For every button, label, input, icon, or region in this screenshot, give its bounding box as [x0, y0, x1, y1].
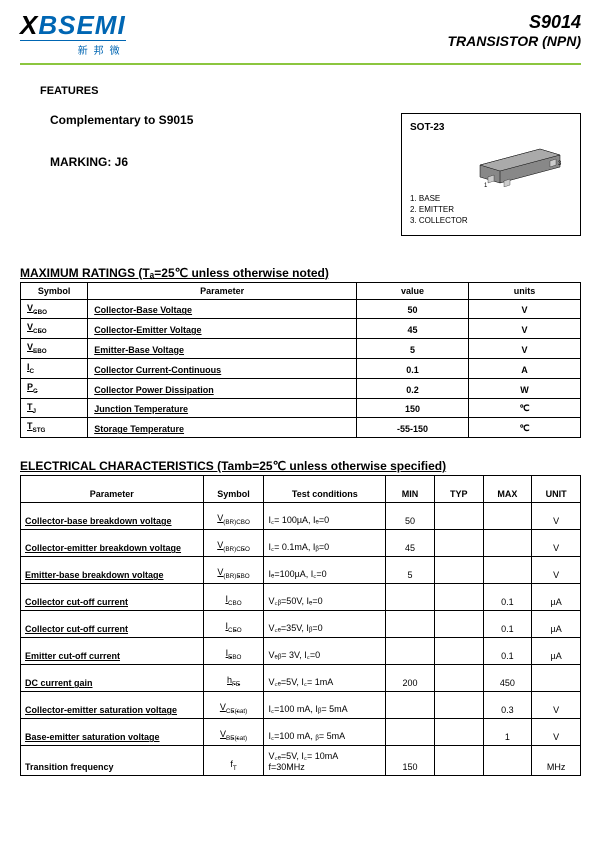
- package-icon: 1 2 3: [410, 137, 570, 187]
- table-row: PCCollector Power Dissipation0.2W: [21, 378, 581, 398]
- complementary-text: Complementary to S9015: [50, 113, 193, 127]
- ec-col-symbol: Symbol: [203, 476, 264, 503]
- package-label: SOT-23: [410, 122, 572, 133]
- table-row: TSTGStorage Temperature-55-150℃: [21, 418, 581, 438]
- pin2-label: 2. EMITTER: [410, 204, 572, 215]
- part-number: S9014: [447, 12, 581, 33]
- table-row: VEBOEmitter-Base Voltage5V: [21, 339, 581, 359]
- page-header: XBSEMI 新邦微 S9014 TRANSISTOR (NPN): [20, 12, 581, 63]
- table-row: ICCollector Current-Continuous0.1A: [21, 358, 581, 378]
- pin3-label: 3. COLLECTOR: [410, 215, 572, 226]
- header-divider: [20, 63, 581, 65]
- package-box: SOT-23 1 2 3 1. BASE 2. EMITTER 3. COLLE…: [401, 113, 581, 236]
- logo: XBSEMI 新邦微: [20, 12, 126, 57]
- ec-col-typ: TYP: [434, 476, 483, 503]
- table-row: Collector-base breakdown voltageV(BR)CBO…: [21, 503, 581, 530]
- title-block: S9014 TRANSISTOR (NPN): [447, 12, 581, 49]
- table-row: Emitter cut-off currentIEBOVₑᵦ= 3V, I꜀=0…: [21, 638, 581, 665]
- table-row: VCBOCollector-Base Voltage50V: [21, 299, 581, 319]
- features-label: FEATURES: [40, 85, 581, 97]
- table-row: Collector-emitter breakdown voltageV(BR)…: [21, 530, 581, 557]
- table-row: Collector-emitter saturation voltageVCE(…: [21, 692, 581, 719]
- pin1-label: 1. BASE: [410, 193, 572, 204]
- col-value: value: [356, 282, 468, 299]
- logo-main: BSEMI: [38, 10, 125, 40]
- logo-prefix: X: [20, 10, 38, 40]
- table-row: Base-emitter saturation voltageVBE(sat)I…: [21, 719, 581, 746]
- elec-char-table: Parameter Symbol Test conditions MIN TYP…: [20, 475, 581, 776]
- elec-char-title: ELECTRICAL CHARACTERISTICS (Tamb=25℃ unl…: [20, 459, 581, 473]
- table-row: TJJunction Temperature150℃: [21, 398, 581, 418]
- col-parameter: Parameter: [88, 282, 357, 299]
- col-units: units: [468, 282, 580, 299]
- part-type: TRANSISTOR (NPN): [447, 33, 581, 49]
- marking-text: MARKING: J6: [50, 155, 193, 169]
- ec-col-unit: UNIT: [532, 476, 581, 503]
- table-row: Transition frequencyfTV꜀ₑ=5V, I꜀= 10mAf=…: [21, 746, 581, 776]
- max-ratings-title: MAXIMUM RATINGS (Tₐ=25℃ unless otherwise…: [20, 266, 581, 280]
- table-row: Collector cut-off currentICEOV꜀ₑ=35V, Iᵦ…: [21, 611, 581, 638]
- table-row: VCEOCollector-Emitter Voltage45V: [21, 319, 581, 339]
- svg-text:1: 1: [484, 183, 488, 187]
- svg-text:3: 3: [558, 161, 562, 167]
- ec-col-cond: Test conditions: [264, 476, 386, 503]
- table-row: Collector cut-off currentICBOV꜀ᵦ=50V, Iₑ…: [21, 584, 581, 611]
- ec-col-min: MIN: [386, 476, 435, 503]
- logo-subtitle: 新邦微: [20, 40, 126, 57]
- ec-col-param: Parameter: [21, 476, 204, 503]
- table-row: DC current gainhFEV꜀ₑ=5V, I꜀= 1mA200450: [21, 665, 581, 692]
- max-ratings-table: Symbol Parameter value units VCBOCollect…: [20, 282, 581, 439]
- table-row: Emitter-base breakdown voltageV(BR)EBOIₑ…: [21, 557, 581, 584]
- col-symbol: Symbol: [21, 282, 88, 299]
- ec-col-max: MAX: [483, 476, 532, 503]
- features-row: Complementary to S9015 MARKING: J6 SOT-2…: [20, 113, 581, 236]
